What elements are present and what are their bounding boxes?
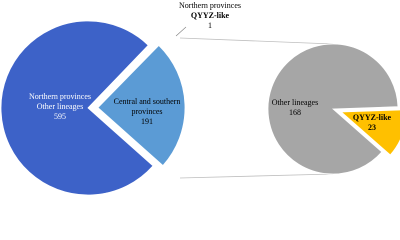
slice-label: Northern provinces: [179, 1, 241, 10]
connector-line: [179, 37, 334, 45]
slice-label: QYYZ-like: [191, 11, 230, 20]
slice-label: Central and southern: [114, 97, 181, 106]
slice-label: Northern provinces: [29, 92, 91, 101]
pie-slice: [97, 44, 186, 167]
slice-value: 1: [208, 21, 212, 30]
slice-label: Other lineages: [37, 102, 83, 111]
connector-line: [179, 173, 334, 179]
pie-slice: [267, 43, 399, 175]
pie-slice: [87, 44, 150, 109]
slice-value: 191: [141, 117, 153, 126]
leader-line: [175, 26, 187, 37]
slice-label: provinces: [131, 107, 162, 116]
slice-value: 168: [289, 108, 301, 117]
slice-value: 595: [54, 112, 66, 121]
slice-label: Other lineages: [272, 98, 318, 107]
pie-slice: [0, 20, 154, 196]
slice-value: 23: [368, 123, 376, 132]
slice-label: QYYZ-like: [353, 113, 392, 122]
pie-slice: [340, 109, 400, 156]
